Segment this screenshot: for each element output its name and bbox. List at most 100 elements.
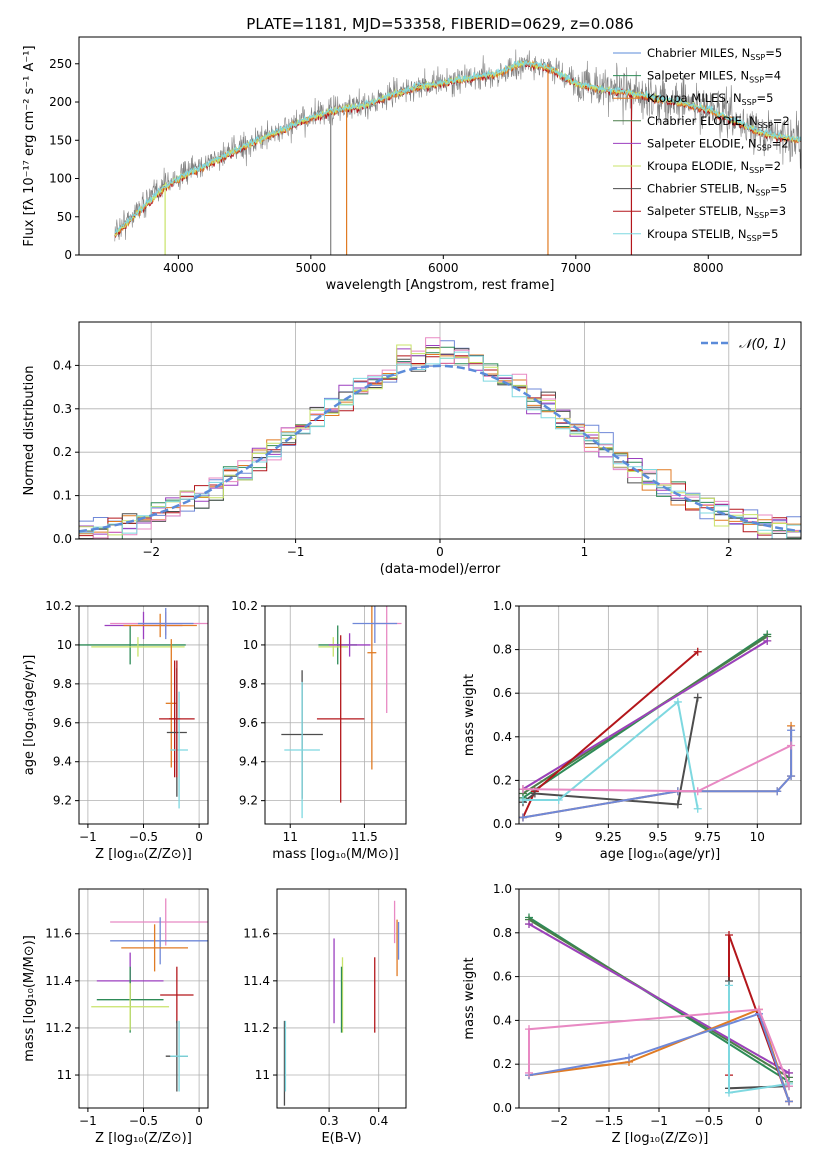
y-axis-label: mass weight [462,674,477,756]
legend-value: =2 [764,159,781,173]
legend-label: Salpeter STELIB, NSSP=3 [647,204,786,220]
y-tick-label: 10 [243,638,258,652]
x-tick-label: −0.5 [694,1114,723,1128]
weight-marker [725,1088,733,1097]
y-tick-label: 10 [57,638,72,652]
axes-border [78,36,802,256]
y-tick-label: 10.2 [45,599,72,613]
legend-value: =5 [765,46,782,60]
weight-marker [693,693,702,702]
legend-label: 𝒩(0, 1) [739,337,786,352]
axes-frame: 9 9.25 9.5 9.75 10 0.0 0.2 0.4 0.6 0.8 1.0 age [log… [462,599,802,862]
y-tick-label: 0.0 [493,1101,512,1115]
x-axis-label: (data-model)/error [380,562,501,577]
y-tick-label: 0.8 [493,643,512,657]
y-tick-label: 9.6 [239,716,258,730]
x-axis-label: Z [log₁₀(Z/Z⊙)] [95,847,192,862]
weight-series-line [522,640,768,790]
x-tick-label: 0.3 [320,1114,339,1128]
y-tick-label: 9.4 [53,755,72,769]
x-axis-label: age [log₁₀(age/yr)] [600,847,721,862]
weight-series-line [522,697,699,806]
legend-subscript: SSP [757,143,772,152]
y-tick-label: 50 [57,210,72,224]
legend-subscript: SSP [755,189,770,198]
panel-mass-vs-Z: −1 −0.5 0 11 11.2 11.4 11.6 Z [log₁₀(Z/Z⊙)] mass… [22,888,209,1146]
axes-frame: −2 −1.5 −1 −0.5 0 0.0 0.2 0.4 0.6 0.8 1.0 Z [log₁₀(… [462,882,802,1146]
y-tick-label: 11 [57,1068,72,1082]
x-tick-label: 1 [581,545,589,559]
y-tick-label: 11.4 [45,974,72,988]
x-tick-label: −2 [142,545,160,559]
x-tick-label: 9.75 [694,830,721,844]
panel-spectrum: 4000 5000 6000 7000 8000 0 50 100 150 200 250 wavel… [22,36,802,293]
plot-area [283,900,400,1106]
weight-series-line [528,1008,790,1087]
x-tick-label: −1 [79,830,97,844]
model-spectrum [114,60,801,234]
weight-marker [673,697,682,706]
x-tick-label: 11.5 [351,830,378,844]
legend-value: =2 [773,114,790,128]
weight-marker [773,787,782,796]
weight-series-line [528,923,790,1074]
panel-weight-vs-Z: −2 −1.5 −1 −0.5 0 0.0 0.2 0.4 0.6 0.8 1.0 Z [log₁₀(… [462,882,802,1146]
weight-marker [763,636,772,645]
y-tick-label: 0.0 [53,532,72,546]
normal-curve [79,364,801,533]
plot-area [79,607,208,809]
legend-subscript: SSP [742,98,757,107]
panel-mass-vs-EBV: 0.3 0.4 11 11.2 11.4 11.6 E(B-V) [243,888,407,1146]
legend-subscript: SSP [749,166,764,175]
x-tick-label: −1.5 [594,1114,623,1128]
x-tick-label: 0 [436,545,444,559]
y-tick-label: 200 [49,95,72,109]
y-tick-label: 11.2 [243,1021,270,1035]
legend-value: =2 [772,136,789,150]
legend-label: Chabrier MILES, NSSP=5 [647,46,782,62]
weight-marker [530,789,539,798]
legend-value: =5 [762,227,779,241]
axes-frame: −1 −0.5 0 11 11.2 11.4 11.6 Z [log₁₀(Z/Z⊙)] mass… [22,888,209,1146]
weight-marker [787,741,796,750]
axes-frame: −1 −0.5 0 9.2 9.4 9.6 9.8 10 10.2 Z [log₁₀(Z/Z⊙)]… [22,599,209,862]
x-axis-label: E(B-V) [321,1131,361,1146]
weight-marker [755,1005,763,1014]
plot-area [525,913,793,1106]
weight-marker [554,796,563,805]
y-tick-label: 10.2 [231,599,258,613]
x-tick-label: 8000 [693,261,724,275]
weight-marker [725,930,733,939]
weight-marker [625,1053,633,1062]
axes-frame: 0.3 0.4 11 11.2 11.4 11.6 E(B-V) [243,888,407,1146]
axes-border [264,605,407,825]
y-tick-label: 150 [49,133,72,147]
x-tick-label: 9.5 [648,830,667,844]
weight-marker [525,1068,533,1077]
x-tick-label: −0.5 [129,830,158,844]
y-axis-label: mass [log₁₀(M/M⊙)] [22,935,37,1062]
plot-area [79,337,801,539]
figure-title: PLATE=1181, MJD=53358, FIBERID=0629, z=0… [246,15,633,33]
y-tick-label: 9.2 [53,794,72,808]
axes-frame: 4000 5000 6000 7000 8000 0 50 100 150 200 250 wavel… [22,36,802,293]
weight-marker [787,726,796,735]
weight-marker [673,800,682,809]
plot-area [91,898,208,1092]
y-tick-label: 11.2 [45,1021,72,1035]
weight-marker [785,1082,793,1091]
x-tick-label: 11 [283,830,298,844]
y-tick-label: 1.0 [493,882,512,896]
y-tick-label: 11.6 [243,927,270,941]
x-tick-label: 0 [195,1114,203,1128]
x-tick-label: 7000 [561,261,592,275]
axes-border [518,888,802,1109]
x-tick-label: −0.5 [129,1114,158,1128]
legend-label: Chabrier STELIB, NSSP=5 [647,182,787,198]
plot-area [114,49,801,255]
legend-label: Salpeter MILES, NSSP=4 [647,69,781,85]
axes-frame: 11 11.5 9.2 9.4 9.6 9.8 10 10.2 mass [log₁₀(M/M⊙… [231,599,407,862]
y-tick-label: 0.1 [53,489,72,503]
x-tick-label: 2 [725,545,733,559]
